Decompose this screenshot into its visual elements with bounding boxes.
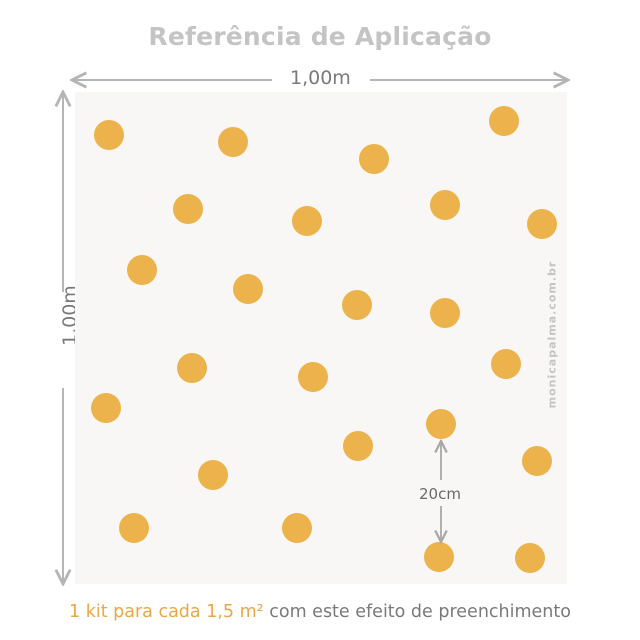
dot-3 [489,106,519,136]
watermark: monicapalma.com.br [545,260,559,409]
dot-19 [522,446,552,476]
footer-text: com este efeito de preenchimento [263,602,571,622]
dot-1 [94,120,124,150]
dot-20 [198,460,228,490]
dot-12 [430,298,460,328]
dot-4 [359,144,389,174]
page-title: Referência de Aplicação [148,22,492,51]
dot-15 [491,349,521,379]
wall-panel [75,92,567,584]
dot-10 [233,274,263,304]
dot-23 [424,542,454,572]
dot-11 [342,290,372,320]
dot-16 [91,393,121,423]
dot-17 [426,409,456,439]
dot-22 [282,513,312,543]
width-label: 1,00m [290,67,351,89]
dot-5 [173,194,203,224]
dot-6 [292,206,322,236]
dot-14 [298,362,328,392]
dot-18 [343,431,373,461]
spacing-label: 20cm [419,485,461,503]
footer-note: 1 kit para cada 1,5 m² com este efeito d… [0,602,640,622]
dot-2 [218,127,248,157]
dot-8 [527,209,557,239]
dot-7 [430,190,460,220]
footer-highlight: 1 kit para cada 1,5 m² [69,602,264,622]
dot-21 [119,513,149,543]
dot-13 [177,353,207,383]
dot-9 [127,255,157,285]
dot-24 [515,543,545,573]
